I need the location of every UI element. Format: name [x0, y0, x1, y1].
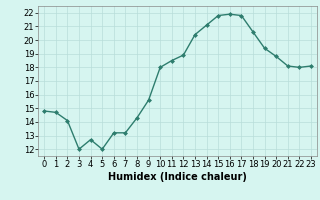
X-axis label: Humidex (Indice chaleur): Humidex (Indice chaleur)	[108, 172, 247, 182]
